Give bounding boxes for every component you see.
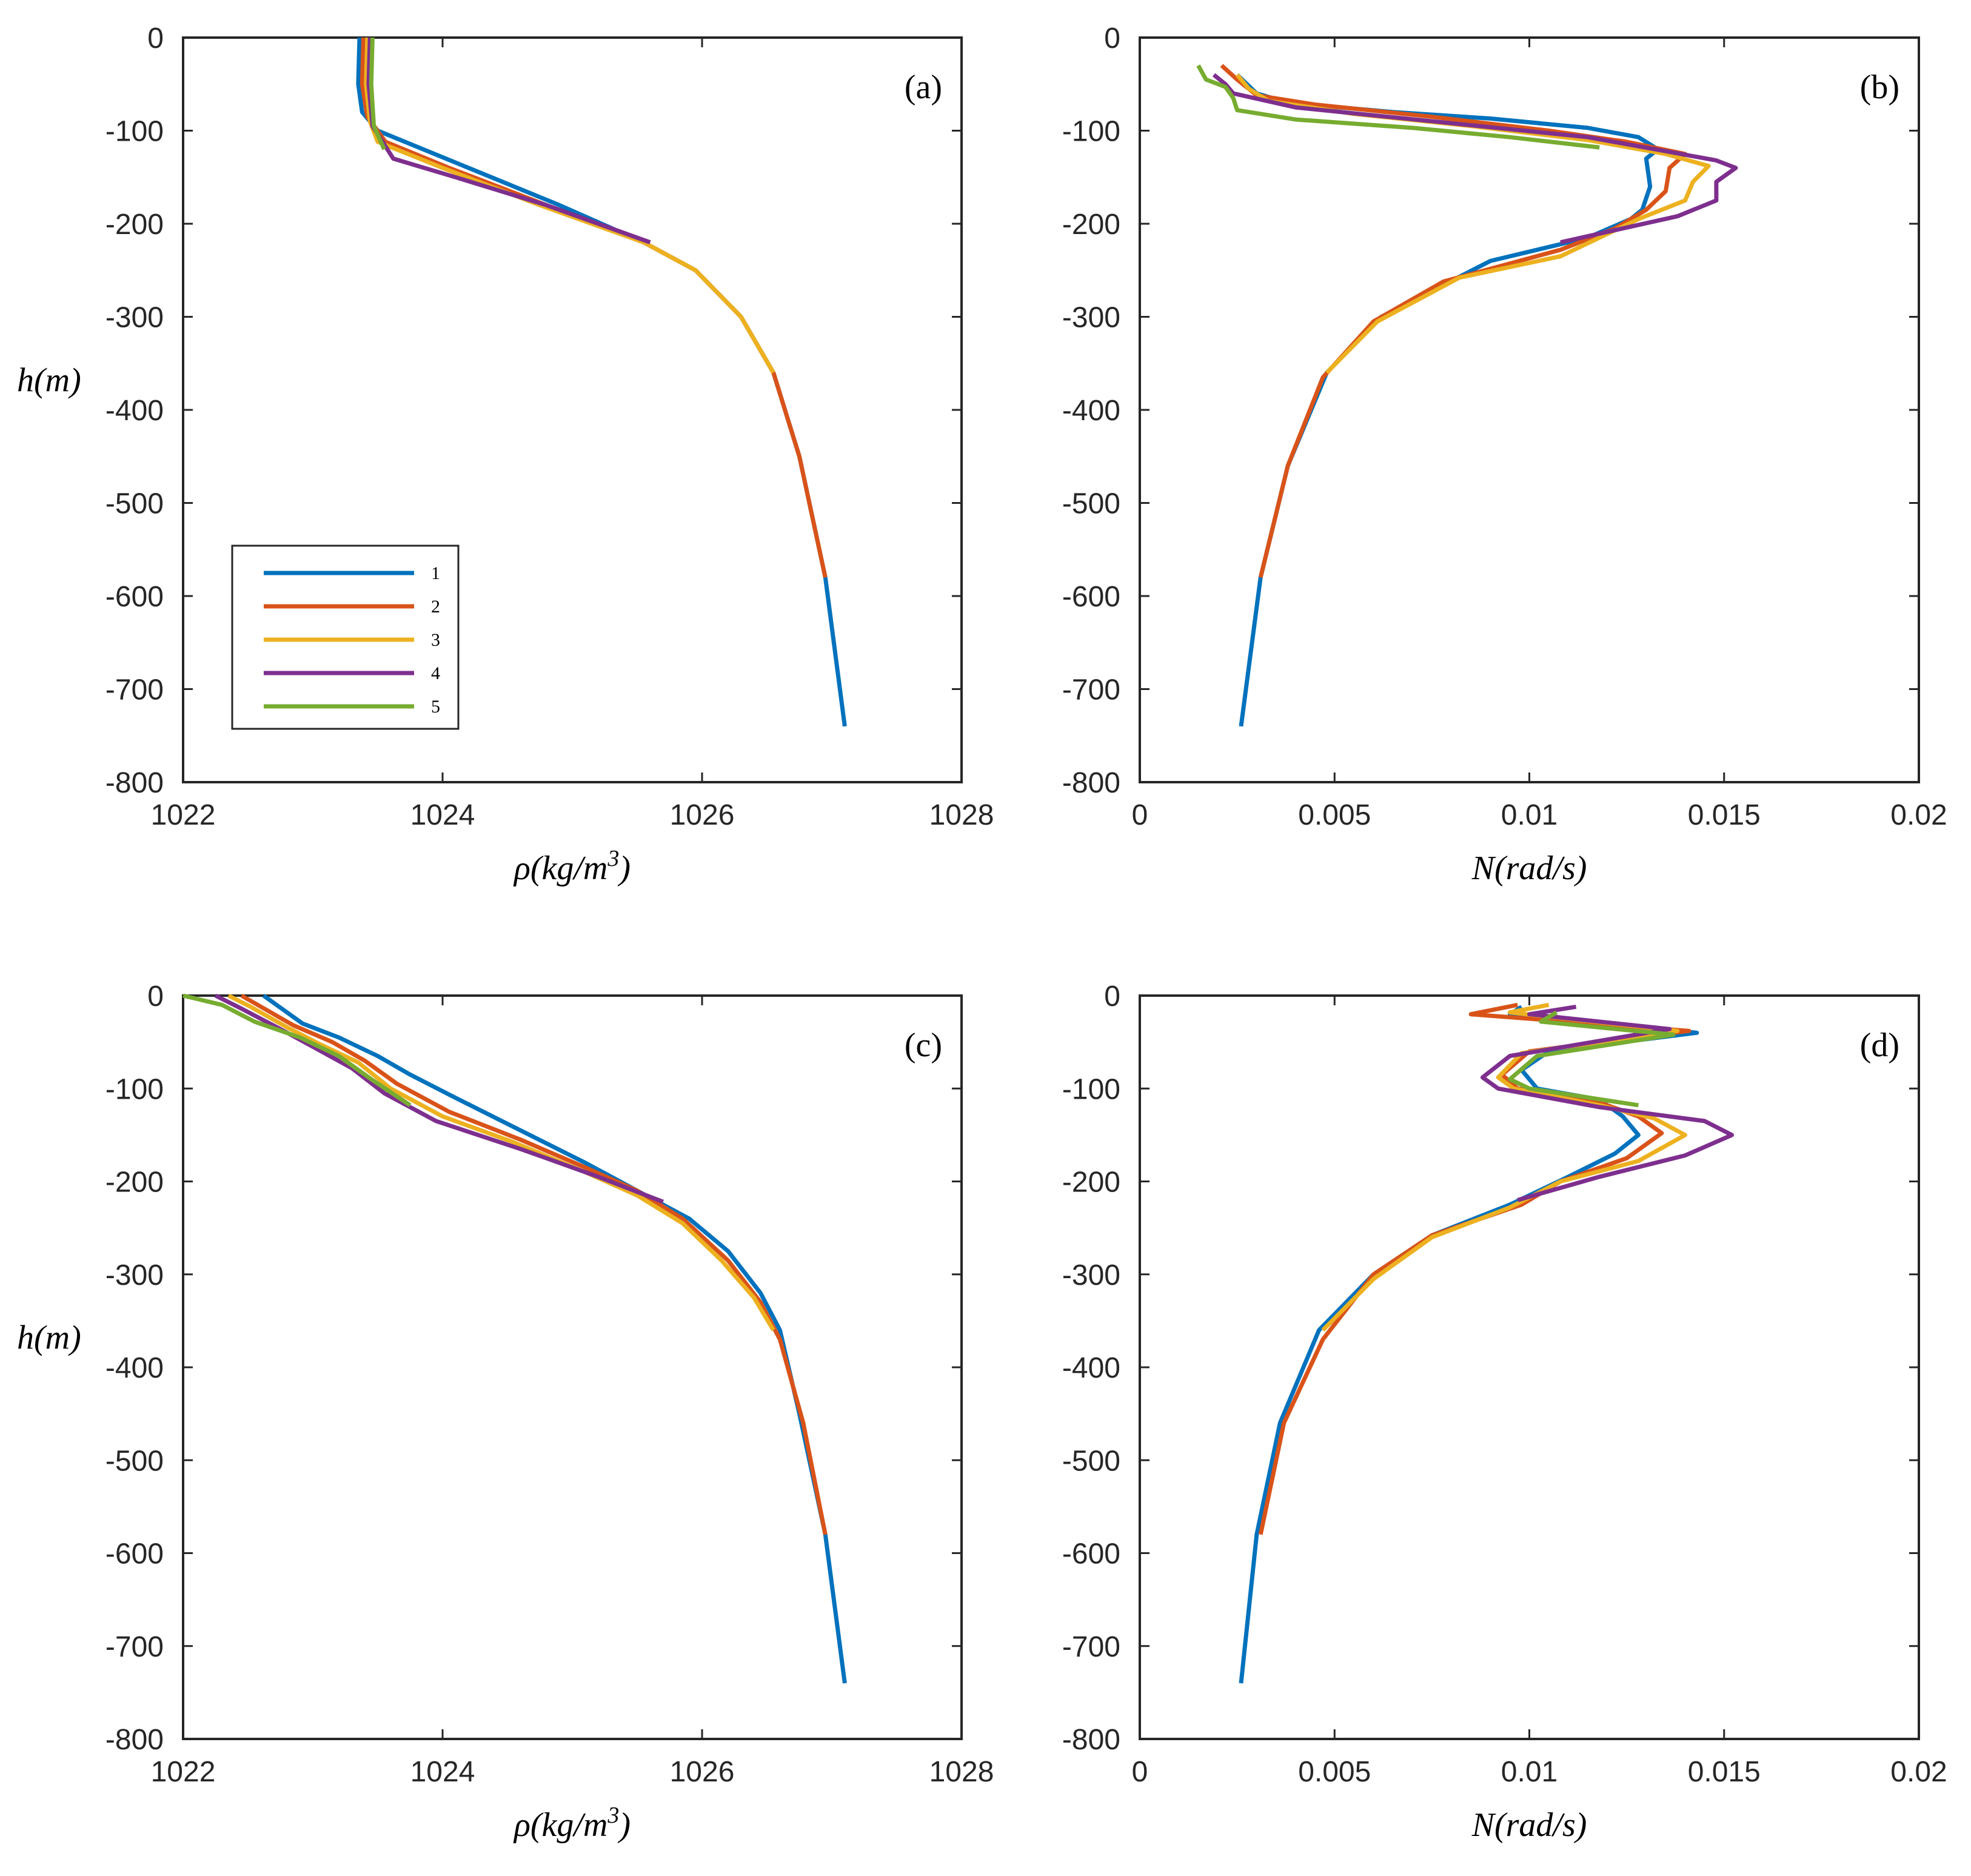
x-tick-label: 1026: [670, 799, 735, 831]
y-tick-label: -400: [105, 1352, 164, 1384]
x-axis-label: ρ(kg/m3): [513, 846, 631, 887]
x-tick-label: 0.015: [1688, 799, 1761, 831]
y-tick-label: -800: [1062, 1724, 1120, 1756]
y-tick-label: -400: [105, 395, 164, 427]
series-line-4: [1480, 1004, 1735, 1202]
legend: 1 2 3 4 5: [231, 544, 460, 730]
y-tick-label: -500: [1062, 488, 1120, 520]
x-axis-label: N(rad/s): [1471, 1806, 1587, 1844]
panel-label: (b): [1860, 69, 1899, 106]
y-tick-label: -800: [105, 1724, 164, 1756]
legend-label-3: 3: [431, 630, 440, 650]
y-tick-label: -200: [105, 1167, 164, 1199]
x-tick-label: 1022: [151, 799, 216, 831]
legend-label-1: 1: [431, 563, 440, 583]
series-line-5: [369, 37, 386, 150]
y-tick-label: -600: [1062, 581, 1120, 613]
x-tick-label: 0: [1132, 1756, 1148, 1788]
panel-c: 1022 1024 1026 1028 0 -100 -200 -300 -400 -500 -60…: [17, 980, 994, 1844]
y-tick-label: 0: [1104, 22, 1120, 55]
x-tick-label: 1028: [929, 799, 994, 831]
y-tick-label: -500: [105, 1445, 164, 1477]
y-tick-label: -200: [1062, 209, 1120, 241]
series-line-4: [1212, 73, 1738, 245]
y-tick-label: -700: [105, 1631, 164, 1663]
y-tick-label: -300: [105, 1259, 164, 1291]
y-tick-label: -600: [105, 581, 164, 613]
panel-b: 0 0.005 0.01 0.015 0.02 0 -100 -200 -300 -400 -500…: [1062, 22, 1947, 887]
y-tick-label: -500: [105, 488, 164, 520]
series-line-5: [1507, 1010, 1676, 1108]
y-axis-label: h(m): [17, 361, 81, 399]
y-tick-label: 0: [147, 980, 164, 1013]
y-tick-label: -200: [105, 209, 164, 241]
x-tick-label: 1026: [670, 1756, 735, 1788]
x-tick-label: 1028: [929, 1756, 994, 1788]
x-axis-label: ρ(kg/m3): [513, 1803, 631, 1844]
legend-label-2: 2: [431, 597, 440, 617]
series-line-5: [1196, 64, 1600, 150]
x-tick-label: 1024: [410, 1756, 475, 1788]
legend-label-5: 5: [431, 697, 440, 717]
y-tick-label: -500: [1062, 1445, 1120, 1477]
x-tick-label: 0.005: [1298, 1756, 1371, 1788]
y-tick-label: -300: [1062, 302, 1120, 334]
y-tick-label: -700: [105, 674, 164, 706]
panel-label: (d): [1860, 1027, 1899, 1064]
series-line-4: [366, 37, 651, 244]
x-tick-label: 1024: [410, 799, 475, 831]
y-tick-label: -700: [1062, 674, 1120, 706]
panel-label: (c): [905, 1027, 942, 1064]
x-tick-label: 1022: [151, 1756, 216, 1788]
panel-label: (a): [905, 69, 942, 106]
y-tick-label: -600: [105, 1538, 164, 1570]
y-tick-label: -200: [1062, 1167, 1120, 1199]
y-tick-label: -300: [105, 302, 164, 334]
y-tick-label: -100: [1062, 116, 1120, 148]
x-tick-label: 0: [1132, 799, 1148, 831]
y-axis-label: h(m): [17, 1319, 81, 1356]
series-line-5: [182, 993, 412, 1107]
panel-d: 0 0.005 0.01 0.015 0.02 0 -100 -200 -300 -400 -500…: [1062, 980, 1947, 1844]
x-tick-label: 0.005: [1298, 799, 1371, 831]
y-tick-label: -700: [1062, 1631, 1120, 1663]
y-tick-label: 0: [1104, 980, 1120, 1013]
y-tick-label: 0: [147, 22, 164, 55]
y-tick-label: -100: [105, 116, 164, 148]
y-tick-label: -800: [1062, 767, 1120, 799]
y-tick-label: -400: [1062, 1352, 1120, 1384]
panel-a: 1022 1024 1026 1028 0 -100 -200 -300 -400 -500 -60…: [17, 22, 994, 887]
y-tick-label: -100: [105, 1073, 164, 1105]
x-tick-label: 0.02: [1890, 799, 1947, 831]
y-tick-label: -800: [105, 767, 164, 799]
series-line-2: [1220, 64, 1687, 578]
y-tick-label: -100: [1062, 1073, 1120, 1105]
x-tick-label: 0.01: [1501, 799, 1558, 831]
y-tick-label: -600: [1062, 1538, 1120, 1570]
series-line-3: [227, 993, 775, 1332]
legend-label-4: 4: [431, 663, 440, 683]
series-line-4: [214, 993, 664, 1204]
y-tick-label: -300: [1062, 1259, 1120, 1291]
x-tick-label: 0.015: [1688, 1756, 1761, 1788]
x-tick-label: 0.02: [1890, 1756, 1947, 1788]
x-tick-label: 0.01: [1501, 1756, 1558, 1788]
y-tick-label: -400: [1062, 395, 1120, 427]
legend-box: [231, 544, 460, 730]
x-axis-label: N(rad/s): [1471, 849, 1587, 887]
